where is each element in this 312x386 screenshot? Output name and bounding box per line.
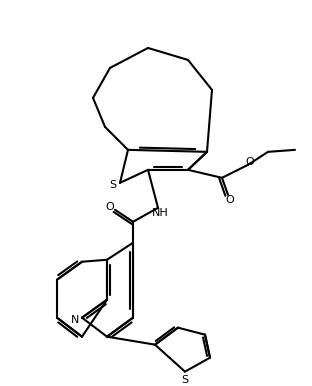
- Text: NH: NH: [152, 208, 168, 218]
- Text: S: S: [182, 375, 188, 384]
- Text: O: O: [246, 157, 254, 167]
- Text: O: O: [226, 195, 234, 205]
- Text: O: O: [106, 202, 115, 212]
- Text: S: S: [110, 180, 117, 190]
- Text: N: N: [71, 315, 79, 325]
